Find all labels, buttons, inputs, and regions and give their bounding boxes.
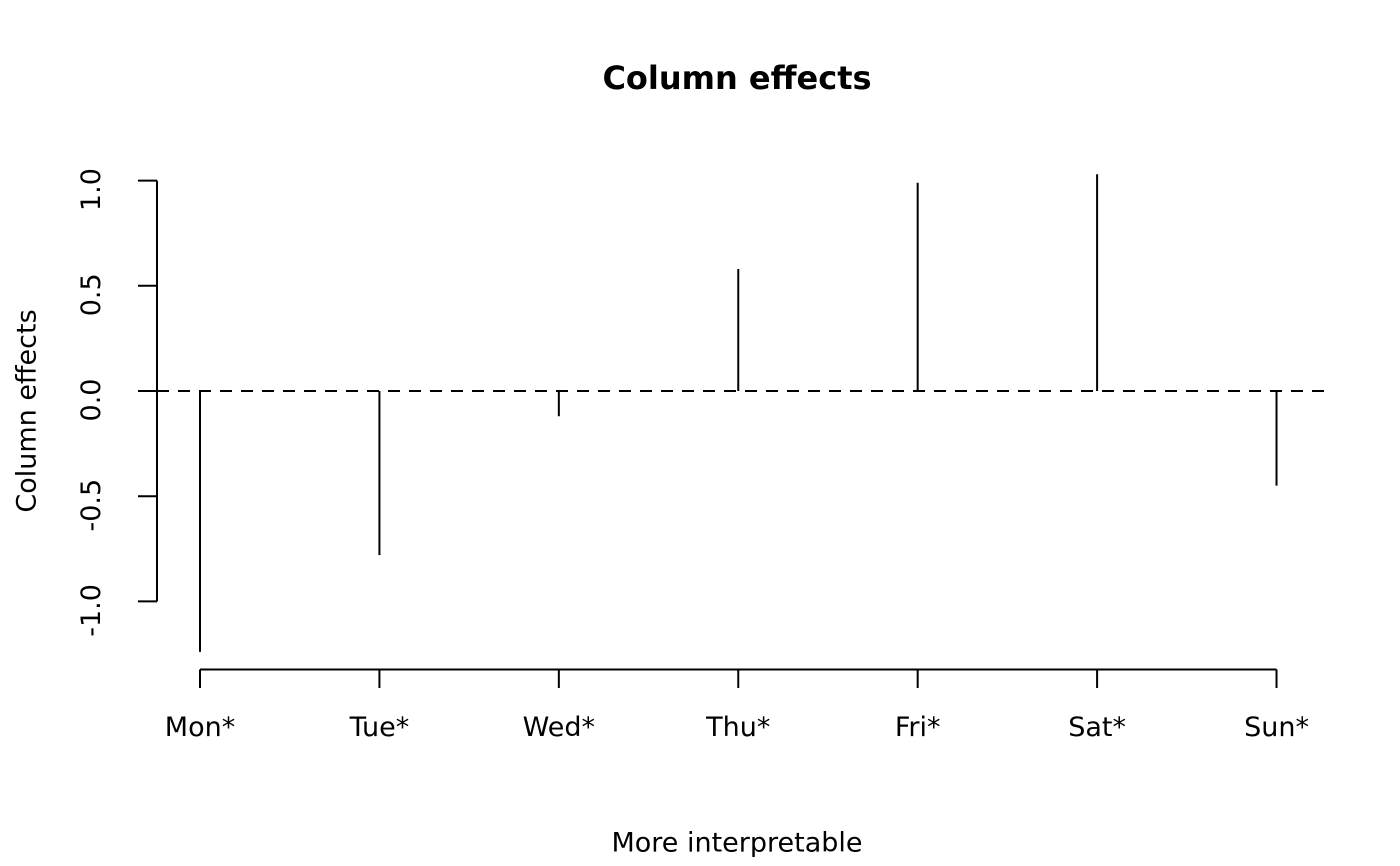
x-tick-label-sat: Sat* — [1068, 712, 1126, 743]
y-tick-label--1.0: -1.0 — [76, 584, 107, 637]
chart-title: Column effects — [602, 59, 872, 97]
y-tick-label-1.0: 1.0 — [76, 168, 107, 211]
x-tick-label-thu: Thu* — [705, 712, 770, 743]
y-tick-label-0.5: 0.5 — [76, 273, 107, 316]
y-tick-label-0.0: 0.0 — [76, 379, 107, 422]
x-tick-label-fri: Fri* — [895, 712, 941, 743]
x-axis-title: More interpretable — [611, 827, 863, 859]
x-tick-label-tue: Tue* — [349, 712, 410, 743]
x-tick-label-sun: Sun* — [1244, 712, 1309, 743]
x-tick-label-wed: Wed* — [523, 712, 595, 743]
x-tick-label-mon: Mon* — [165, 712, 235, 743]
y-tick-label--0.5: -0.5 — [76, 479, 107, 532]
